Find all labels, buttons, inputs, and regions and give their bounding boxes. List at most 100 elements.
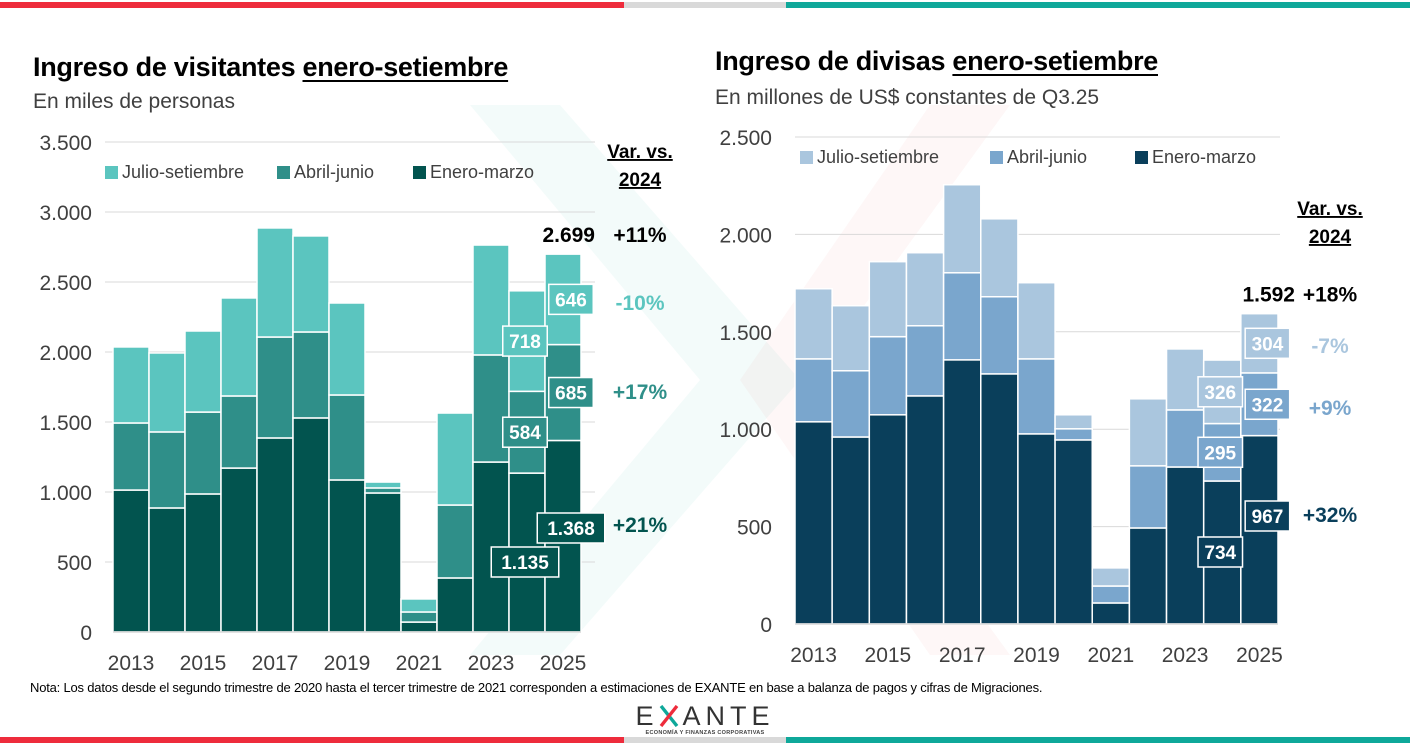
data-label: 326 <box>1204 383 1236 404</box>
x-tick-label: 2013 <box>790 644 837 667</box>
variation-header: Var. vs. <box>607 142 673 163</box>
x-tick-label: 2021 <box>396 652 443 675</box>
bar-segment <box>1091 585 1131 604</box>
x-tick-label: 2015 <box>865 644 912 667</box>
legend-swatch <box>413 166 426 179</box>
legend-swatch <box>105 166 118 179</box>
x-tick-label: 2015 <box>180 652 227 675</box>
left-chart-title: Ingreso de visitantes enero-setiembre <box>33 52 508 83</box>
bar-segment <box>794 287 833 360</box>
bar-segment <box>364 481 402 489</box>
data-label-box <box>502 325 548 357</box>
variation-js: -7% <box>1311 335 1349 358</box>
total-label: 2.699 <box>542 224 595 247</box>
bar-segment <box>256 227 294 338</box>
legend-swatch <box>1135 151 1148 164</box>
left-title-text: Ingreso de visitantes <box>33 52 303 82</box>
bar-segment <box>794 421 833 625</box>
variation-header-year: 2024 <box>619 170 662 191</box>
legend-swatch <box>990 151 1003 164</box>
bar-segment <box>220 297 258 397</box>
y-tick-label: 2.000 <box>719 224 772 247</box>
bar-segment <box>1091 602 1131 625</box>
variation-total: +11% <box>613 224 666 247</box>
x-tick-label: 2019 <box>324 652 371 675</box>
data-label-box <box>502 416 548 448</box>
y-tick-label: 3.000 <box>39 202 92 225</box>
bar-segment <box>942 359 982 625</box>
y-tick-label: 500 <box>57 552 92 575</box>
bar-segment <box>831 436 871 625</box>
legend-swatch <box>800 151 813 164</box>
bar-segment <box>905 325 945 397</box>
bar-segment <box>905 395 945 625</box>
data-label-box <box>548 283 594 316</box>
y-tick-label: 1.500 <box>719 322 772 345</box>
x-tick-label: 2021 <box>1087 644 1134 667</box>
bar-segment <box>220 467 258 633</box>
data-label: 295 <box>1204 443 1236 464</box>
data-label: 1.135 <box>501 553 549 574</box>
legend-label: Abril-junio <box>1007 147 1087 167</box>
y-tick-label: 1.000 <box>39 482 92 505</box>
variation-em: +21% <box>613 514 668 537</box>
logo-letter-e: E <box>635 701 659 731</box>
legend-label: Enero-marzo <box>1152 147 1256 167</box>
bar-segment <box>794 358 833 423</box>
bar-segment <box>868 260 908 338</box>
data-label: 646 <box>555 290 587 311</box>
top-bar-gray <box>624 2 786 8</box>
bar-segment <box>112 422 150 491</box>
bar-segment <box>328 302 366 396</box>
data-label-box <box>490 546 560 578</box>
x-tick-label: 2025 <box>540 652 587 675</box>
x-tick-label: 2023 <box>468 652 515 675</box>
logo-x-icon <box>659 704 679 728</box>
variation-em: +32% <box>1303 504 1358 527</box>
bar-segment <box>1128 398 1168 467</box>
bar-segment <box>905 251 945 327</box>
bar-segment <box>1128 527 1168 625</box>
logo-letters-ante: ANTE <box>682 701 775 731</box>
bar-segment <box>1091 567 1131 587</box>
bar-segment <box>292 235 330 333</box>
legend-label: Julio-setiembre <box>122 162 244 182</box>
variation-header-year: 2024 <box>1309 227 1352 248</box>
bar-segment <box>292 331 330 419</box>
bar-segment <box>1017 433 1056 625</box>
data-label-box <box>1197 436 1244 469</box>
left-chart-subtitle: En miles de personas <box>33 90 235 113</box>
left-title-underlined: enero-setiembre <box>302 52 509 82</box>
bar-segment <box>148 507 186 633</box>
y-tick-label: 1.000 <box>719 419 772 442</box>
bar-segment <box>831 370 871 438</box>
right-chart-subtitle: En millones de US$ constantes de Q3.25 <box>715 86 1100 109</box>
data-label: 322 <box>1252 395 1284 416</box>
y-tick-label: 0 <box>760 614 772 637</box>
bar-segment <box>980 218 1019 298</box>
right-title-underlined: enero-setiembre <box>952 46 1158 76</box>
bottom-bar-red <box>0 737 624 743</box>
footnote: Nota: Los datos desde el segundo trimest… <box>30 680 1043 695</box>
y-tick-label: 2.000 <box>39 342 92 365</box>
variation-header: Var. vs. <box>1297 199 1363 220</box>
bar-segment <box>980 373 1019 625</box>
bar-segment <box>184 330 222 413</box>
bottom-bar-gray <box>624 737 786 743</box>
top-bar-red <box>0 2 624 8</box>
data-label-box <box>1197 376 1244 408</box>
x-tick-label: 2019 <box>1013 644 1060 667</box>
data-label: 304 <box>1252 334 1284 355</box>
data-label-box <box>1197 536 1244 568</box>
y-tick-label: 2.500 <box>39 272 92 295</box>
data-label: 584 <box>509 423 541 444</box>
legend-label: Julio-setiembre <box>817 147 939 167</box>
legend-label: Enero-marzo <box>430 162 534 182</box>
data-label-box <box>1244 500 1291 532</box>
variation-total: +18% <box>1303 284 1358 307</box>
bar-segment <box>942 183 982 274</box>
bar-segment <box>1017 358 1056 435</box>
data-label-box <box>1244 388 1291 421</box>
bar-segment <box>292 417 330 633</box>
data-label: 967 <box>1252 507 1284 528</box>
